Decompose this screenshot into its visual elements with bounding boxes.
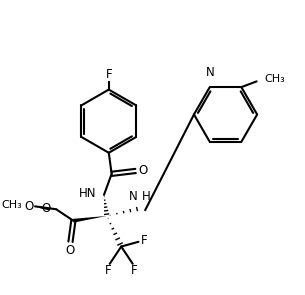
Text: HN: HN: [79, 187, 96, 200]
Text: O: O: [24, 200, 33, 213]
Text: F: F: [141, 234, 148, 247]
Text: O: O: [41, 202, 50, 215]
Polygon shape: [73, 216, 107, 223]
Text: O: O: [66, 244, 75, 257]
Text: O: O: [138, 164, 148, 178]
Text: N: N: [129, 190, 138, 203]
Text: CH₃: CH₃: [1, 200, 22, 210]
Text: F: F: [131, 264, 138, 277]
Text: N: N: [206, 66, 215, 79]
Text: CH₃: CH₃: [264, 74, 285, 84]
Text: F: F: [105, 264, 111, 277]
Text: F: F: [106, 68, 112, 81]
Text: H: H: [142, 190, 151, 203]
